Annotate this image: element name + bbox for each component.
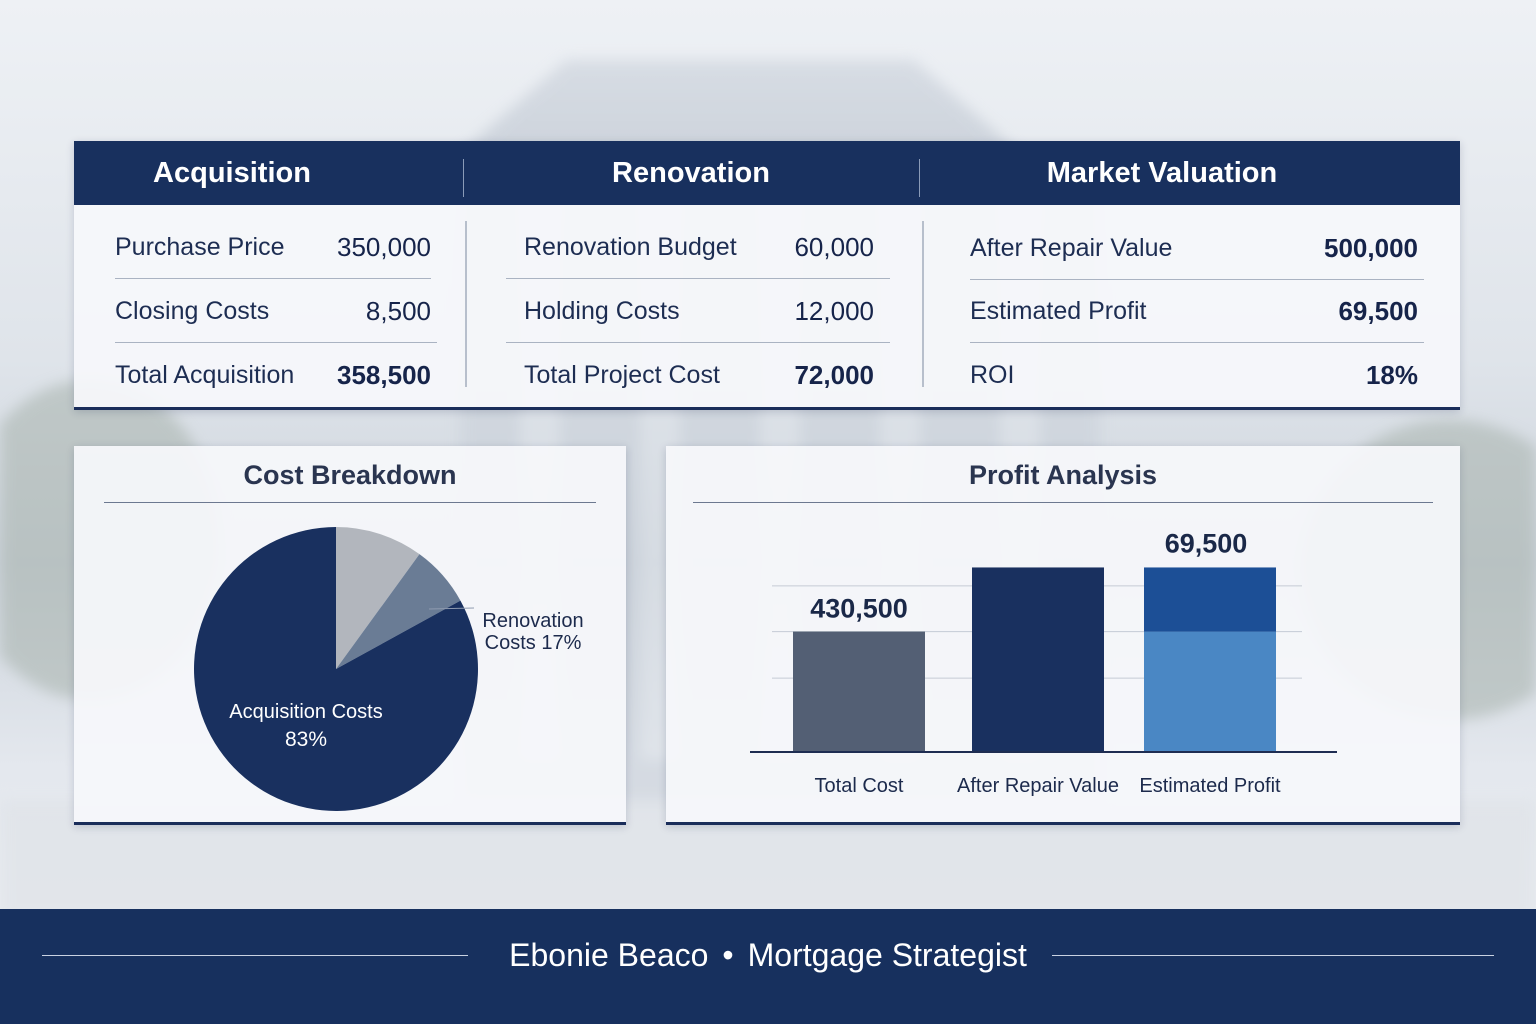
- row-value: 69,500: [1338, 296, 1418, 326]
- total-acquisition-row: Total Acquisition 358,500: [115, 343, 431, 407]
- category-label: Estimated Profit: [1139, 775, 1281, 797]
- column-divider: [465, 221, 467, 387]
- footer-bar: Ebonie Beaco • Mortgage Strategist: [0, 909, 1536, 1024]
- market-valuation-header: Market Valuation: [1046, 157, 1278, 189]
- row-label: ROI: [970, 361, 1015, 389]
- row-label: Purchase Price: [115, 233, 285, 261]
- row-rule: [970, 342, 1424, 343]
- footer-credit: Ebonie Beaco • Mortgage Strategist: [0, 931, 1536, 979]
- presenter-name: Ebonie Beaco: [509, 937, 709, 973]
- row-value: 72,000: [794, 360, 874, 390]
- row-rule: [506, 278, 890, 279]
- acquisition-header: Acquisition: [153, 157, 311, 189]
- separator-dot: •: [722, 937, 734, 973]
- renovation-slice-label: Renovation: [482, 610, 583, 632]
- renovation-header: Renovation: [612, 157, 770, 189]
- acquisition-slice-pct: 83%: [285, 728, 327, 751]
- row-label: Closing Costs: [115, 297, 270, 325]
- row-label: Renovation Budget: [524, 233, 737, 261]
- holding-costs-row: Holding Costs 12,000: [524, 279, 874, 343]
- pie-slice-acquisition: [193, 527, 478, 811]
- renovation-slice-pct: Costs 17%: [485, 632, 582, 654]
- row-value: 500,000: [1324, 233, 1418, 263]
- profit-analysis-panel: Profit Analysis 430,500 Total Cost After R…: [666, 446, 1460, 825]
- bar-estimated-profit-base: [1144, 631, 1276, 752]
- row-rule: [970, 279, 1424, 280]
- row-rule: [506, 342, 890, 343]
- row-label: After Repair Value: [970, 234, 1173, 262]
- bar-estimated-profit-stack: [1144, 567, 1276, 632]
- bar-total-cost: [793, 631, 925, 752]
- row-value: 350,000: [337, 232, 431, 262]
- footer-rule-left: [42, 955, 468, 956]
- renovation-budget-row: Renovation Budget 60,000: [524, 215, 874, 279]
- row-label: Total Acquisition: [115, 361, 295, 389]
- cost-breakdown-panel: Cost Breakdown Acquisition Costs 83% Renov…: [74, 446, 626, 825]
- purchase-price-row: Purchase Price 350,000: [115, 215, 431, 279]
- title-rule: [693, 502, 1433, 503]
- acquisition-slice-label: Acquisition Costs: [229, 701, 382, 723]
- header-divider: [463, 159, 464, 197]
- header-divider: [919, 159, 920, 197]
- row-value: 18%: [1365, 360, 1418, 390]
- row-label: Estimated Profit: [970, 297, 1147, 325]
- pie-slice-renovation: [336, 554, 461, 669]
- row-value: 12,000: [794, 296, 874, 326]
- row-value: 358,500: [337, 360, 431, 390]
- bar-chart: 430,500 Total Cost After Repair Value 69,50…: [750, 528, 1337, 797]
- column-divider: [922, 221, 924, 387]
- row-value: 60,000: [794, 232, 874, 262]
- closing-costs-row: Closing Costs 8,500: [115, 279, 437, 343]
- category-label: After Repair Value: [957, 775, 1119, 797]
- chart-title: Cost Breakdown: [243, 460, 457, 490]
- row-label: Holding Costs: [524, 297, 680, 325]
- presenter-role: Mortgage Strategist: [747, 937, 1027, 973]
- roi-row: ROI 18%: [970, 343, 1418, 407]
- footer-rule-right: [1052, 955, 1494, 956]
- renovation-leader-line: [428, 607, 475, 610]
- row-label: Total Project Cost: [524, 361, 720, 389]
- chart-title: Profit Analysis: [968, 460, 1158, 490]
- bar-value-label: 430,500: [810, 594, 908, 624]
- estimated-profit-row: Estimated Profit 69,500: [970, 279, 1418, 343]
- title-rule: [104, 502, 596, 503]
- bar-after-repair-value: [972, 567, 1104, 752]
- summary-panel: Acquisition Renovation Market Valuation …: [74, 141, 1460, 410]
- row-value: 8,500: [365, 296, 431, 326]
- summary-header: Acquisition Renovation Market Valuation: [74, 141, 1460, 205]
- pie-slice-other: [336, 527, 420, 669]
- after-repair-value-row: After Repair Value 500,000: [970, 216, 1418, 280]
- bar-value-label: 69,500: [1165, 528, 1248, 558]
- total-project-cost-row: Total Project Cost 72,000: [524, 343, 874, 407]
- category-label: Total Cost: [815, 775, 904, 797]
